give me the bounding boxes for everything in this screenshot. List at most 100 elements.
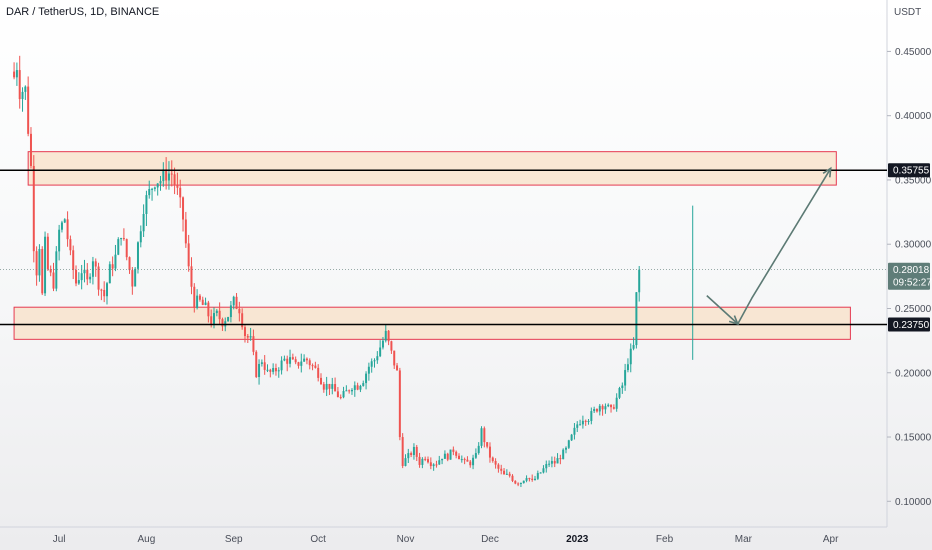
- candle-body: [165, 169, 168, 181]
- candle-body: [272, 368, 275, 372]
- y-tick-label: 0.35000: [895, 175, 932, 186]
- candle-body: [91, 261, 94, 277]
- candle-body: [539, 472, 542, 474]
- level-badge-label: 0.35755: [893, 166, 930, 177]
- candle-body: [128, 257, 131, 271]
- candle-body: [80, 273, 83, 281]
- x-tick-label: 2023: [566, 534, 589, 545]
- candle-body: [556, 458, 559, 464]
- candle-body: [517, 483, 520, 485]
- candle-body: [311, 365, 314, 367]
- candle-body: [429, 462, 432, 467]
- candle-body: [331, 384, 334, 389]
- candle-body: [55, 251, 58, 289]
- candle-body: [390, 341, 393, 351]
- candle-body: [393, 350, 396, 366]
- candle-body: [629, 348, 632, 365]
- candle-body: [441, 458, 444, 461]
- candle-body: [486, 442, 489, 447]
- candle-body: [227, 317, 230, 322]
- candle-body: [570, 434, 573, 441]
- candle-body: [173, 174, 176, 185]
- candle-body: [18, 70, 21, 100]
- candle-body: [83, 269, 86, 274]
- candle-body: [601, 405, 604, 410]
- candle-body: [607, 404, 610, 407]
- candle-body: [345, 390, 348, 392]
- candle-body: [213, 313, 216, 325]
- candle-body: [291, 357, 294, 360]
- candle-body: [553, 461, 556, 464]
- candle-body: [384, 330, 387, 341]
- candle-body: [300, 361, 303, 366]
- candle-body: [424, 458, 427, 460]
- candle-body: [421, 458, 424, 465]
- candle-body: [297, 362, 300, 366]
- candle-body: [477, 445, 480, 454]
- candle-body: [534, 478, 537, 481]
- candle-body: [497, 464, 500, 469]
- candle-body: [63, 219, 66, 223]
- candle-body: [167, 173, 170, 181]
- candle-body: [542, 468, 545, 473]
- candle-body: [410, 453, 413, 456]
- candle-body: [562, 449, 565, 460]
- candle-body: [89, 276, 92, 280]
- candle-body: [449, 449, 452, 460]
- candle-body: [218, 310, 221, 320]
- candle-body: [162, 169, 165, 182]
- candle-body: [367, 366, 370, 374]
- level-badge: [888, 163, 930, 178]
- candle-body: [274, 368, 277, 372]
- y-tick-label: 0.30000: [895, 240, 932, 251]
- candle-body: [159, 181, 162, 184]
- candle-body: [303, 358, 306, 362]
- candle-body: [522, 480, 525, 483]
- candle-body: [407, 453, 410, 459]
- candle-body: [241, 313, 244, 328]
- candle-body: [21, 91, 24, 100]
- candle-body: [438, 460, 441, 465]
- candle-body: [545, 464, 548, 469]
- candle-body: [469, 461, 472, 466]
- level-badge-label: 0.23750: [893, 320, 930, 331]
- candle-body: [418, 456, 421, 465]
- candle-body: [49, 269, 52, 273]
- candle-body: [13, 71, 16, 78]
- candle-body: [286, 358, 289, 364]
- candle-body: [139, 231, 142, 243]
- candle-body: [97, 266, 100, 290]
- candle-body: [120, 238, 123, 240]
- candle-body: [336, 391, 339, 398]
- axis-unit-label: USDT: [894, 7, 921, 18]
- candle-body: [325, 383, 328, 390]
- candle-body: [243, 327, 246, 337]
- candle-body: [190, 266, 193, 287]
- candle-body: [379, 347, 382, 357]
- candle-body: [86, 269, 89, 280]
- candle-body: [294, 359, 297, 363]
- candle-body: [593, 409, 596, 412]
- candle-body: [322, 384, 325, 390]
- chart-title: DAR / TetherUS, 1D, BINANCE: [6, 6, 160, 18]
- candle-body: [145, 195, 148, 214]
- candle-body: [283, 358, 286, 361]
- candle-body: [117, 239, 120, 255]
- candle-body: [24, 86, 27, 92]
- candle-body: [632, 345, 635, 349]
- candle-body: [142, 213, 145, 232]
- y-tick-label: 0.25000: [895, 304, 932, 315]
- candle-body: [474, 453, 477, 458]
- candle-body: [598, 405, 601, 412]
- x-tick-label: Oct: [310, 534, 326, 545]
- candle-body: [314, 365, 317, 368]
- candle-body: [289, 357, 292, 364]
- candle-body: [111, 264, 114, 269]
- candle-body: [460, 459, 463, 461]
- candle-body: [201, 299, 204, 305]
- candle-body: [269, 369, 272, 372]
- candle-body: [277, 370, 280, 372]
- candle-body: [350, 389, 353, 392]
